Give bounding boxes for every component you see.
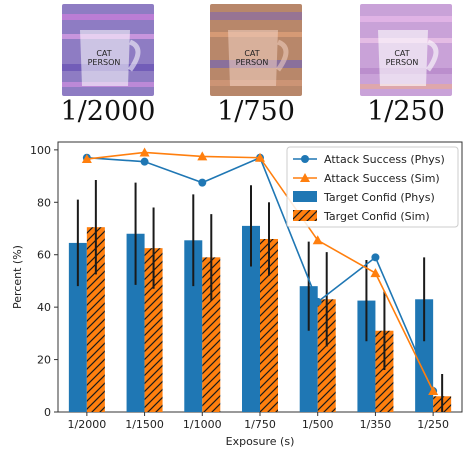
bar: [202, 257, 221, 412]
line-point: [139, 147, 150, 157]
y-tick-label: 60: [37, 249, 51, 262]
line-point: [81, 154, 92, 164]
x-tick-label: 1/250: [417, 418, 449, 431]
mug-image: CAT PERSON: [62, 4, 154, 96]
line-point: [370, 268, 381, 278]
line-point: [140, 157, 149, 166]
thumbnail-1-2000: CAT PERSON: [62, 4, 154, 96]
svg-text:PERSON: PERSON: [88, 58, 121, 67]
thumbnail-label: 1/2000: [60, 96, 156, 127]
x-tick-label: 1/1500: [125, 418, 164, 431]
svg-text:PERSON: PERSON: [236, 58, 269, 67]
legend-marker: [300, 173, 310, 182]
thumbnail-label: 1/750: [217, 96, 295, 127]
x-tick-label: 1/500: [302, 418, 334, 431]
svg-text:CAT: CAT: [244, 49, 259, 58]
x-tick-label: 1/2000: [68, 418, 107, 431]
line-point: [198, 178, 207, 187]
svg-text:PERSON: PERSON: [386, 58, 419, 67]
line-point: [197, 151, 208, 161]
bar: [415, 299, 434, 412]
svg-text:CAT: CAT: [394, 49, 409, 58]
line-point: [428, 386, 439, 396]
legend-swatch: [293, 210, 317, 221]
thumbnail-1-750: CAT PERSON: [210, 4, 302, 96]
bar: [260, 238, 278, 412]
legend-label: Target Confid (Phys): [323, 191, 435, 204]
legend-marker: [301, 155, 309, 163]
bar: [144, 248, 163, 412]
y-tick-label: 80: [37, 196, 51, 209]
y-axis-label: Percent (%): [11, 245, 24, 309]
legend-label: Attack Success (Sim): [324, 172, 440, 185]
mug-image: CAT PERSON: [360, 4, 452, 96]
bar: [242, 225, 260, 412]
y-tick-label: 0: [44, 406, 51, 419]
y-tick-label: 40: [37, 301, 51, 314]
legend-swatch: [293, 191, 317, 202]
bar: [317, 299, 336, 412]
bar: [357, 300, 376, 412]
mug-image: CAT PERSON: [210, 4, 302, 96]
y-tick-label: 20: [37, 354, 51, 367]
line-point: [312, 235, 323, 245]
legend-label: Target Confid (Sim): [323, 210, 430, 223]
x-axis-label: Exposure (s): [226, 435, 295, 448]
mug-text: CAT: [96, 49, 111, 58]
x-tick-label: 1/750: [244, 418, 276, 431]
thumbnail-label: 1/250: [367, 96, 445, 127]
x-tick-label: 1/350: [360, 418, 392, 431]
legend-box: [286, 146, 459, 228]
line-point: [255, 152, 265, 162]
thumbnail-1-250: CAT PERSON: [360, 4, 452, 96]
legend-label: Attack Success (Phys): [324, 153, 445, 166]
bar: [86, 227, 105, 412]
x-tick-label: 1/1000: [183, 418, 222, 431]
y-tick-label: 100: [30, 144, 51, 157]
bar: [68, 242, 87, 412]
bar: [299, 286, 318, 412]
bar: [126, 233, 145, 412]
bar: [184, 240, 203, 412]
line-point: [313, 297, 322, 306]
bar: [375, 330, 394, 412]
line-point: [371, 253, 380, 262]
